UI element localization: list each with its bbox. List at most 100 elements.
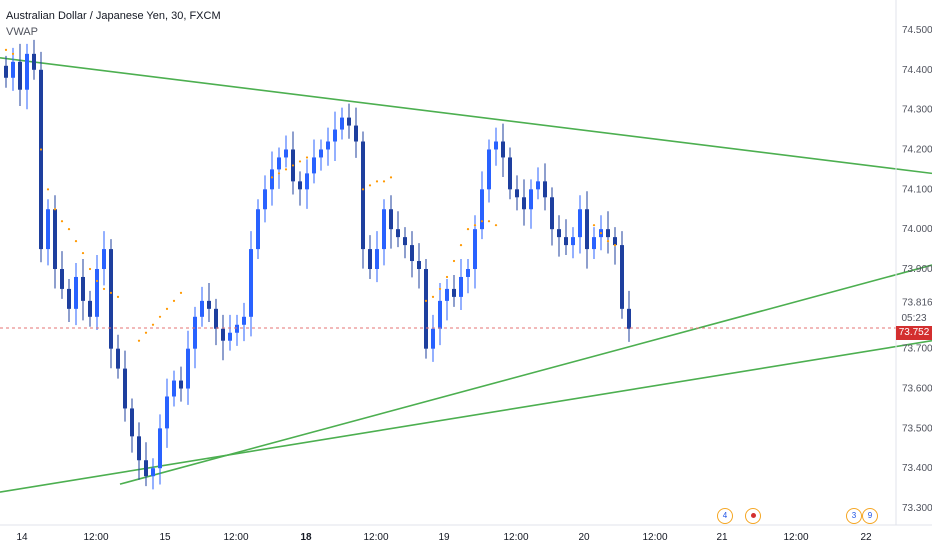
event-flag-icon: 3 <box>851 511 857 520</box>
candle-body <box>270 169 274 190</box>
candle-body <box>501 141 505 158</box>
candle-body <box>515 189 519 198</box>
vwap-point <box>438 287 442 291</box>
candle-body <box>550 197 554 230</box>
candle-body <box>438 300 442 329</box>
candle-body <box>564 237 568 246</box>
candle-body <box>284 149 288 158</box>
vwap-point <box>368 184 372 187</box>
candle-body <box>389 209 393 230</box>
candle-body <box>193 316 197 349</box>
candle-body <box>319 149 323 158</box>
candle-body <box>305 173 309 190</box>
indicator-label[interactable]: VWAP <box>6 26 38 38</box>
vwap-point <box>375 180 379 183</box>
symbol-title[interactable]: Australian Dollar / Japanese Yen, 30, FX… <box>6 10 221 22</box>
vwap-point <box>452 259 456 263</box>
candle-body <box>494 141 498 150</box>
candle-series <box>4 39 631 490</box>
vwap-point <box>298 160 302 163</box>
countdown-label: 05:23 <box>901 313 927 324</box>
vwap-point <box>74 240 78 243</box>
candle-body <box>473 229 477 269</box>
candle-body <box>221 328 225 341</box>
event-badge-2[interactable] <box>745 508 761 524</box>
candle-body <box>543 181 547 198</box>
price-tick-label: 73.600 <box>902 384 932 395</box>
candle-body <box>606 229 610 238</box>
price-axis[interactable]: 74.500 74.400 74.300 74.200 74.100 74.000 73.9… <box>902 25 932 514</box>
candle-body <box>466 269 470 277</box>
price-tick-label: 73.400 <box>902 463 932 474</box>
candle-body <box>333 129 337 142</box>
candle-body <box>578 209 582 238</box>
candle-body <box>123 368 127 409</box>
candle-body <box>214 308 218 329</box>
vwap-point <box>4 48 8 51</box>
candle-body <box>557 229 561 238</box>
candle-body <box>487 149 491 190</box>
candle-body <box>592 237 596 250</box>
vwap-point <box>179 291 183 295</box>
candle-body <box>67 288 71 309</box>
candle-body <box>410 245 414 262</box>
vwap-point <box>473 224 477 227</box>
vwap-point <box>382 180 386 183</box>
candle-body <box>277 157 281 170</box>
candle-body <box>109 249 113 349</box>
candle-body <box>585 209 589 250</box>
price-tick-label: 73.700 <box>902 344 932 355</box>
current-price-badge: 73.752 <box>896 326 932 340</box>
candle-body <box>424 269 428 349</box>
time-tick-label: 12:00 <box>642 532 667 543</box>
candle-body <box>340 117 344 130</box>
candle-body <box>452 288 456 297</box>
trendline-group[interactable] <box>0 57 932 493</box>
candle-body <box>95 269 99 317</box>
price-tick-label: 74.100 <box>902 184 932 195</box>
candle-body <box>263 189 267 210</box>
candle-body <box>46 209 50 250</box>
candle-body <box>60 269 64 289</box>
candle-body <box>81 276 85 301</box>
candle-body <box>102 249 106 269</box>
event-badge-3[interactable]: 3 <box>846 508 862 524</box>
event-dot-icon <box>750 513 756 519</box>
candle-body <box>431 328 435 349</box>
vwap-point <box>305 156 309 159</box>
candle-body <box>144 460 148 477</box>
vwap-point <box>158 315 162 318</box>
candle-body <box>179 380 183 389</box>
candle-body <box>396 229 400 238</box>
time-tick-label: 18 <box>300 532 312 543</box>
candle-body <box>480 189 484 230</box>
vwap-point <box>487 220 491 223</box>
event-badge-1[interactable]: 4 <box>717 508 733 524</box>
candle-body <box>137 436 141 461</box>
vwap-point <box>67 228 71 231</box>
price-tick-label: 74.000 <box>902 224 932 235</box>
event-badge-4[interactable]: 9 <box>862 508 878 524</box>
candle-body <box>459 276 463 297</box>
vwap-point <box>53 208 57 211</box>
trendline-2 <box>119 264 932 485</box>
candle-body <box>32 53 36 70</box>
trendline-3 <box>0 339 932 493</box>
candle-body <box>25 53 29 90</box>
candle-body <box>249 249 253 317</box>
vwap-point <box>480 220 484 223</box>
time-axis[interactable]: 14 12:00 15 12:00 18 12:00 19 12:00 20 12:00 21 12:… <box>16 532 872 543</box>
vwap-point <box>424 299 428 302</box>
time-tick-label: 12:00 <box>363 532 388 543</box>
time-tick-label: 19 <box>438 532 450 543</box>
time-tick-label: 15 <box>159 532 171 543</box>
time-tick-label: 22 <box>860 532 872 543</box>
candle-body <box>74 276 78 309</box>
candle-body <box>235 324 239 333</box>
vwap-point <box>606 240 610 243</box>
candle-body <box>571 237 575 246</box>
candle-body <box>627 308 631 329</box>
vwap-point <box>116 295 120 298</box>
candle-body <box>186 348 190 389</box>
